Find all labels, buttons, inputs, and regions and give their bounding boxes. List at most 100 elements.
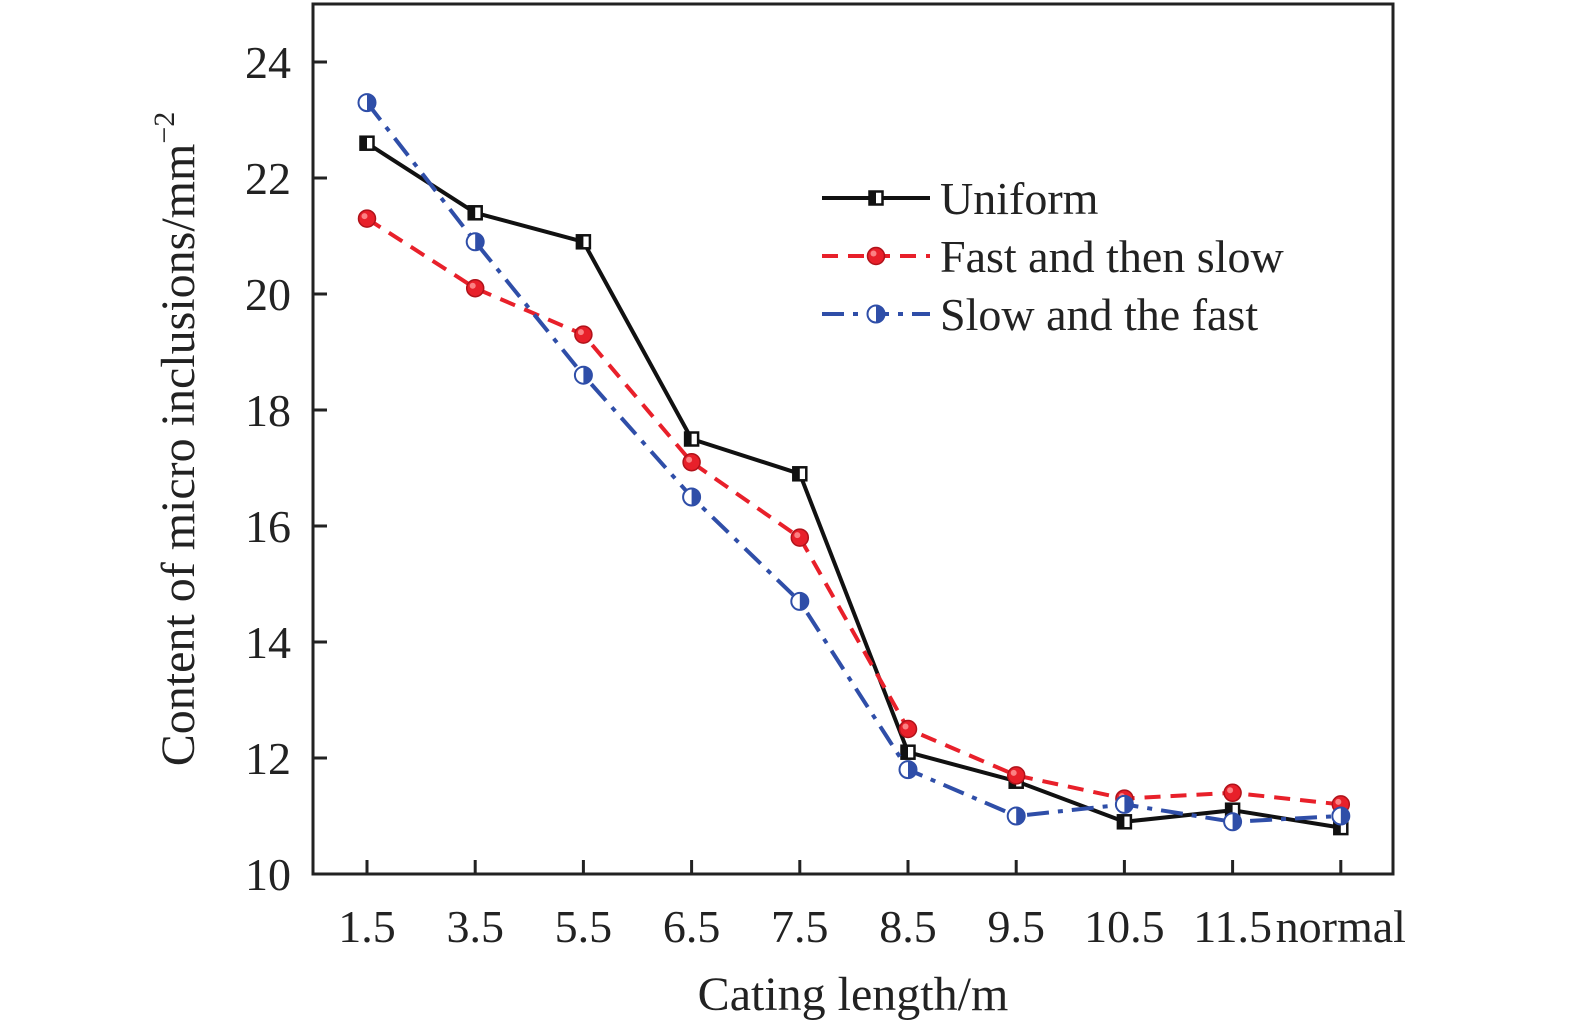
x-tick-label: 9.5 <box>987 901 1045 952</box>
data-point <box>357 93 377 113</box>
y-tick-label: 22 <box>245 153 291 204</box>
y-axis-title-text: Content of micro inclusions/mm <box>152 144 205 767</box>
series-line <box>365 101 1341 824</box>
marker-fill <box>1226 803 1233 817</box>
marker-fill <box>876 305 885 323</box>
series-2 <box>357 93 1351 832</box>
data-point <box>682 487 702 507</box>
x-tick-label: 8.5 <box>879 901 937 952</box>
marker-highlight <box>870 250 877 257</box>
legend-label: Uniform <box>940 173 1099 224</box>
x-tick-label: 6.5 <box>663 901 721 952</box>
x-tick-label: 7.5 <box>771 901 829 952</box>
marker-fill <box>685 432 692 446</box>
marker-fill <box>793 467 800 481</box>
marker-fill <box>901 745 908 759</box>
data-point <box>1223 783 1242 803</box>
data-point <box>683 431 700 447</box>
series-line <box>365 141 1342 830</box>
data-point <box>900 744 916 760</box>
marker-highlight <box>1227 787 1234 794</box>
series-layer <box>357 93 1351 836</box>
legend-marker <box>866 304 886 324</box>
marker-highlight <box>794 532 801 539</box>
data-point <box>792 466 808 482</box>
marker-fill <box>1334 821 1341 835</box>
legend-marker <box>868 190 884 206</box>
marker-fill <box>682 452 701 472</box>
y-tick-label: 14 <box>245 617 291 668</box>
marker-highlight <box>469 282 476 289</box>
marker-fill <box>869 191 876 205</box>
data-point <box>467 205 483 221</box>
y-tick-label: 18 <box>245 385 291 436</box>
data-point <box>898 760 918 780</box>
x-axis-title: Cating length/m <box>698 968 1009 1021</box>
x-tick-label: normal <box>1276 901 1406 952</box>
x-tick-label: 3.5 <box>446 901 504 952</box>
marker-highlight <box>361 213 368 220</box>
y-tick-label: 24 <box>245 37 291 88</box>
data-point <box>1006 806 1026 826</box>
marker-fill <box>367 94 376 112</box>
marker-fill <box>576 235 584 249</box>
legend: Uniform Fast and then slow Slow and the fa… <box>822 173 1284 340</box>
legend-label: Slow and the fast <box>940 289 1258 340</box>
series-line <box>365 216 1342 807</box>
data-point <box>898 719 918 739</box>
marker-fill <box>1016 807 1025 825</box>
x-tick-label: 10.5 <box>1084 901 1165 952</box>
data-point <box>1331 806 1351 826</box>
data-point <box>465 232 485 252</box>
marker-fill <box>908 761 917 779</box>
marker-fill <box>1124 795 1133 813</box>
marker-fill <box>691 488 701 506</box>
marker-fill <box>574 325 593 344</box>
data-point <box>574 325 593 344</box>
y-tick-label: 10 <box>245 849 291 900</box>
data-point <box>573 365 593 385</box>
marker-fill <box>468 206 476 220</box>
marker-fill <box>475 233 484 251</box>
y-tick-label: 16 <box>245 501 291 552</box>
x-tick-label: 1.5 <box>338 901 396 952</box>
data-point <box>682 452 701 472</box>
marker-fill <box>465 278 485 298</box>
data-point <box>1006 766 1026 785</box>
marker-fill <box>360 136 367 150</box>
marker-highlight <box>577 329 584 336</box>
data-point <box>790 528 810 547</box>
marker-fill <box>866 246 886 266</box>
y-axis-title: Content of micro inclusions/mm−2 <box>148 112 205 767</box>
legend-label: Fast and then slow <box>940 231 1284 282</box>
data-point <box>357 209 377 228</box>
marker-highlight <box>1010 769 1017 776</box>
legend-marker <box>866 246 886 266</box>
marker-fill <box>799 592 809 610</box>
data-point <box>575 234 592 250</box>
marker-fill <box>898 719 918 739</box>
x-tick-label: 11.5 <box>1193 901 1272 952</box>
marker-fill <box>790 528 810 547</box>
marker-highlight <box>1335 798 1342 805</box>
marker-fill <box>1340 807 1350 825</box>
marker-fill <box>1232 813 1242 831</box>
y-axis-title-exponent: −2 <box>148 112 181 144</box>
plot-frame <box>311 2 1395 876</box>
data-point <box>1223 812 1243 832</box>
marker-highlight <box>686 456 693 463</box>
data-point <box>1116 814 1133 830</box>
legend-item: Uniform <box>822 173 1099 224</box>
data-point <box>790 591 810 611</box>
marker-fill <box>1006 766 1026 785</box>
marker-fill <box>583 366 592 384</box>
data-point <box>359 135 375 151</box>
y-tick-label: 20 <box>245 269 291 320</box>
y-axis: 10 12 14 16 18 20 22 24 <box>245 37 327 900</box>
marker-highlight <box>902 723 909 730</box>
y-tick-label: 12 <box>245 733 291 784</box>
legend-item: Slow and the fast <box>822 289 1258 340</box>
marker-fill <box>1223 783 1242 803</box>
